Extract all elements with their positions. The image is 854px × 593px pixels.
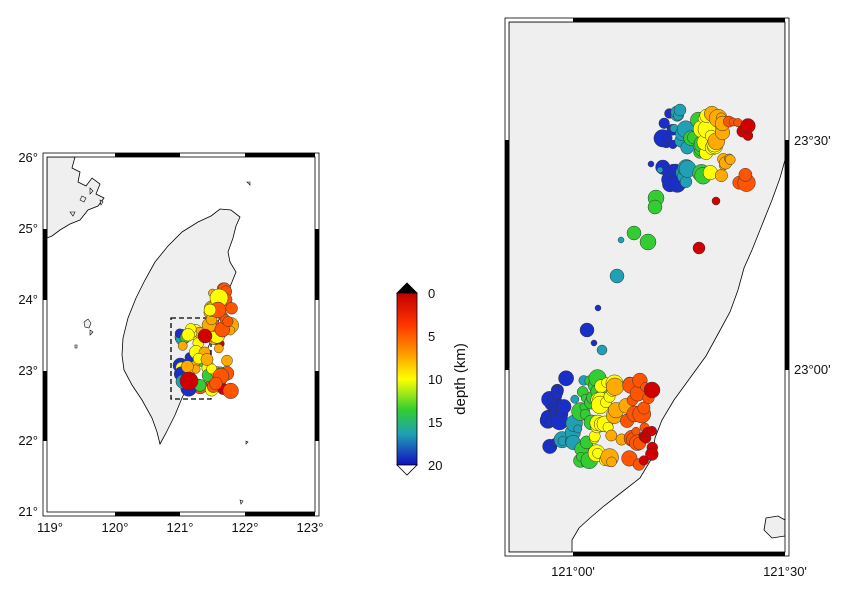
earthquake-marker — [203, 303, 217, 317]
detail-earthquakes — [539, 103, 756, 471]
earthquake-marker — [179, 371, 199, 391]
detail-islet — [763, 515, 785, 539]
earthquake-marker — [643, 381, 661, 399]
overview-map: 119° 120° 121° 122° 123° 21° 22° 23° 24°… — [18, 150, 323, 535]
overview-lat-tick: 25° — [18, 221, 38, 236]
earthquake-marker — [647, 199, 663, 215]
earthquake-marker — [617, 236, 625, 244]
overview-lon-tick: 119° — [37, 520, 63, 535]
earthquake-marker — [197, 328, 213, 344]
earthquake-marker — [556, 399, 572, 415]
detail-lon-tick: 121°30' — [763, 564, 807, 579]
earthquake-marker — [692, 241, 706, 255]
detail-map-frame — [504, 17, 790, 557]
earthquake-marker — [209, 376, 223, 391]
detail-lat-tick: 23°00' — [794, 362, 831, 377]
earthquake-marker — [594, 304, 602, 312]
earthquake-marker — [639, 233, 657, 251]
detail-lon-tick: 121°00' — [551, 564, 595, 579]
earthquake-marker — [222, 316, 234, 327]
penghu-islands — [83, 318, 94, 336]
detail-map: 121°00' 121°30' 23°30' 23°00' — [504, 17, 831, 579]
earthquake-marker — [579, 322, 595, 338]
earthquake-marker — [658, 117, 670, 129]
earthquake-marker — [673, 103, 687, 117]
colorbar-tick: 0 — [428, 286, 435, 301]
overview-lat-tick: 21° — [18, 504, 38, 519]
earthquake-marker — [646, 425, 657, 437]
earthquake-marker — [214, 343, 224, 354]
colorbar-tick: 15 — [428, 415, 442, 430]
colorbar-gradient — [396, 292, 418, 466]
mainland-coast — [47, 157, 105, 239]
earthquake-marker — [740, 118, 756, 134]
colorbar-top-arrow — [396, 282, 418, 294]
earthquake-marker — [606, 456, 617, 468]
overview-lon-tick: 121° — [167, 520, 194, 535]
earthquake-marker — [573, 424, 583, 434]
earthquake-marker — [679, 175, 693, 188]
overview-lat-tick: 23° — [18, 363, 38, 378]
colorbar-bottom-arrow — [396, 464, 418, 476]
taiwan-island — [121, 208, 241, 446]
earthquake-marker — [605, 429, 618, 442]
earthquake-marker — [221, 354, 233, 367]
overview-earthquakes — [172, 282, 239, 399]
colorbar-tick: 10 — [428, 372, 442, 387]
earthquake-marker — [711, 196, 721, 206]
earthquake-marker — [638, 455, 649, 466]
earthquake-marker — [200, 353, 214, 366]
earthquake-marker — [605, 377, 624, 396]
earthquake-marker — [590, 339, 598, 347]
overview-lon-tick: 120° — [102, 520, 129, 535]
overview-lat-tick: 22° — [18, 433, 38, 448]
earthquake-marker — [177, 340, 188, 351]
earthquake-marker — [558, 370, 574, 387]
overview-map-frame — [42, 152, 320, 517]
colorbar-title: depth (km) — [452, 343, 469, 415]
earthquake-marker — [225, 302, 238, 315]
depth-colorbar: 0 5 10 15 20 depth (km) — [396, 282, 469, 476]
earthquake-marker — [738, 167, 753, 182]
colorbar-tick: 20 — [428, 458, 442, 473]
overview-lon-tick: 122° — [232, 520, 259, 535]
earthquake-marker — [631, 426, 641, 436]
overview-lat-tick: 26° — [18, 150, 38, 165]
earthquake-marker — [181, 360, 194, 373]
earthquake-marker — [596, 344, 608, 356]
earthquake-marker — [656, 166, 664, 174]
earthquake-marker — [663, 133, 673, 143]
earthquake-marker — [570, 394, 580, 404]
earthquake-marker — [725, 154, 736, 165]
earthquake-marker — [181, 328, 195, 342]
earthquake-marker — [609, 268, 625, 284]
overview-lon-tick: 123° — [297, 520, 324, 535]
earthquake-marker — [222, 382, 239, 399]
overview-lat-tick: 24° — [18, 292, 38, 307]
earthquake-marker — [647, 160, 655, 168]
detail-lat-tick: 23°30' — [794, 133, 831, 148]
earthquake-marker — [626, 225, 642, 241]
earthquake-marker — [645, 447, 659, 461]
earthquake-marker — [714, 169, 728, 182]
colorbar-tick: 5 — [428, 329, 435, 344]
